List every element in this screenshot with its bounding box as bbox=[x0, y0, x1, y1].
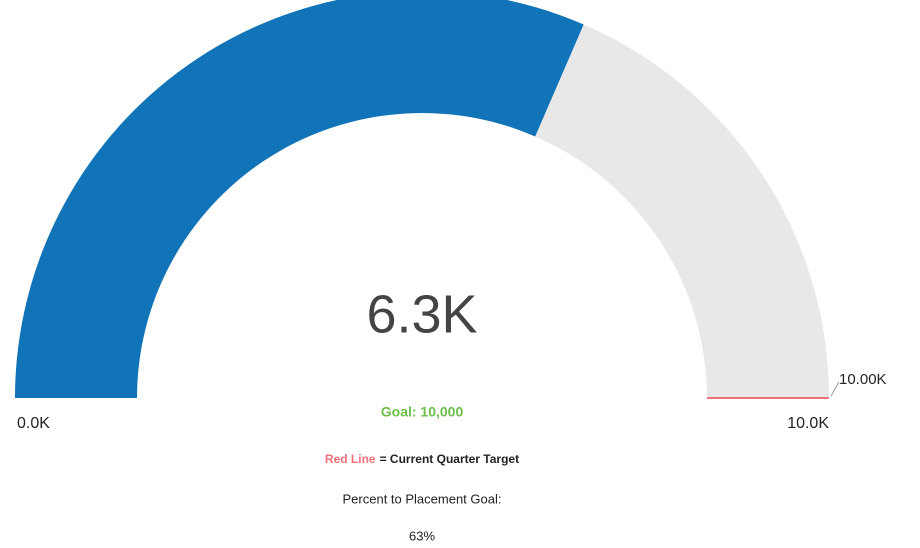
tick-label: 0.0K bbox=[17, 415, 50, 432]
legend-note: Red Line = Current Quarter Target bbox=[325, 452, 519, 466]
gauge-value-arc bbox=[15, 0, 584, 398]
goal-text: Goal: 10,000 bbox=[381, 404, 464, 420]
legend-red: Red Line bbox=[325, 452, 376, 466]
legend-rest: = Current Quarter Target bbox=[380, 452, 519, 466]
target-label: 10.00K bbox=[839, 371, 887, 388]
tick-label: 10.0K bbox=[787, 415, 829, 432]
target-leader bbox=[830, 381, 840, 397]
gauge-value: 6.3K bbox=[366, 284, 477, 344]
percent-text: 63% bbox=[409, 528, 435, 543]
percent-title: Percent to Placement Goal: bbox=[343, 491, 502, 506]
